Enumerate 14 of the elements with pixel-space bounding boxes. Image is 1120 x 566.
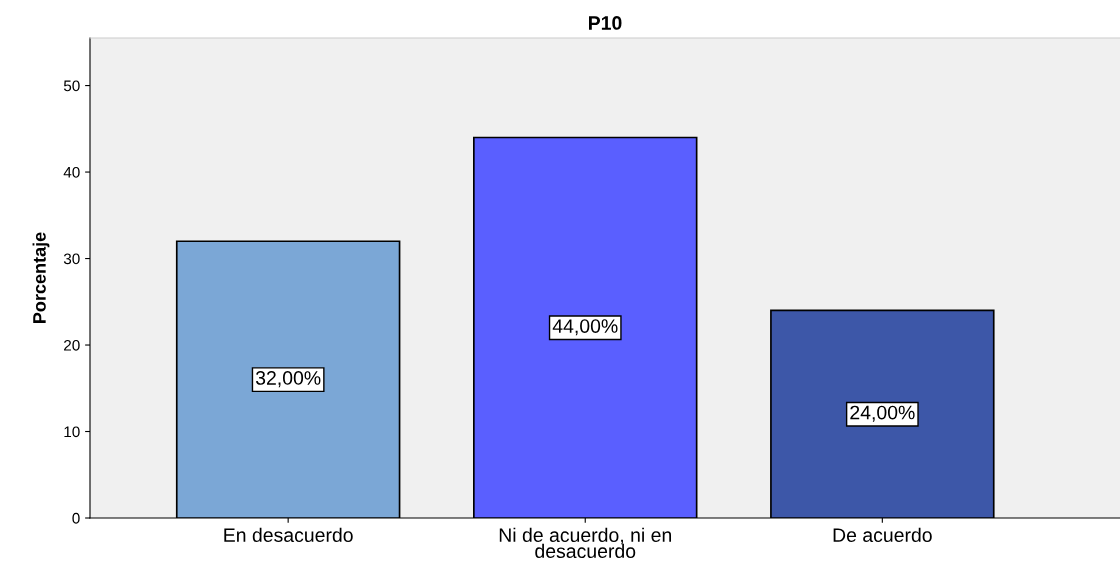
data-label: 44,00% [552, 319, 618, 336]
x-tick-label: De acuerdo [833, 527, 932, 542]
y-tick-label: 0 [72, 512, 80, 524]
x-tick-label: En desacuerdo [224, 527, 353, 542]
data-label: 24,00% [850, 405, 915, 422]
y-axis-title: Porcentaje [32, 232, 50, 323]
chart-title: P10 [589, 16, 622, 30]
y-tick-label: 40 [63, 166, 80, 178]
y-tick-label: 20 [64, 339, 80, 351]
y-tick-label: 30 [63, 253, 80, 265]
y-tick-label: 10 [64, 426, 80, 438]
x-tick-label: Ni de acuerdo, ni en desacuerdo [499, 527, 671, 559]
data-label: 32,00% [255, 371, 321, 388]
y-tick-label: 50 [63, 80, 80, 92]
